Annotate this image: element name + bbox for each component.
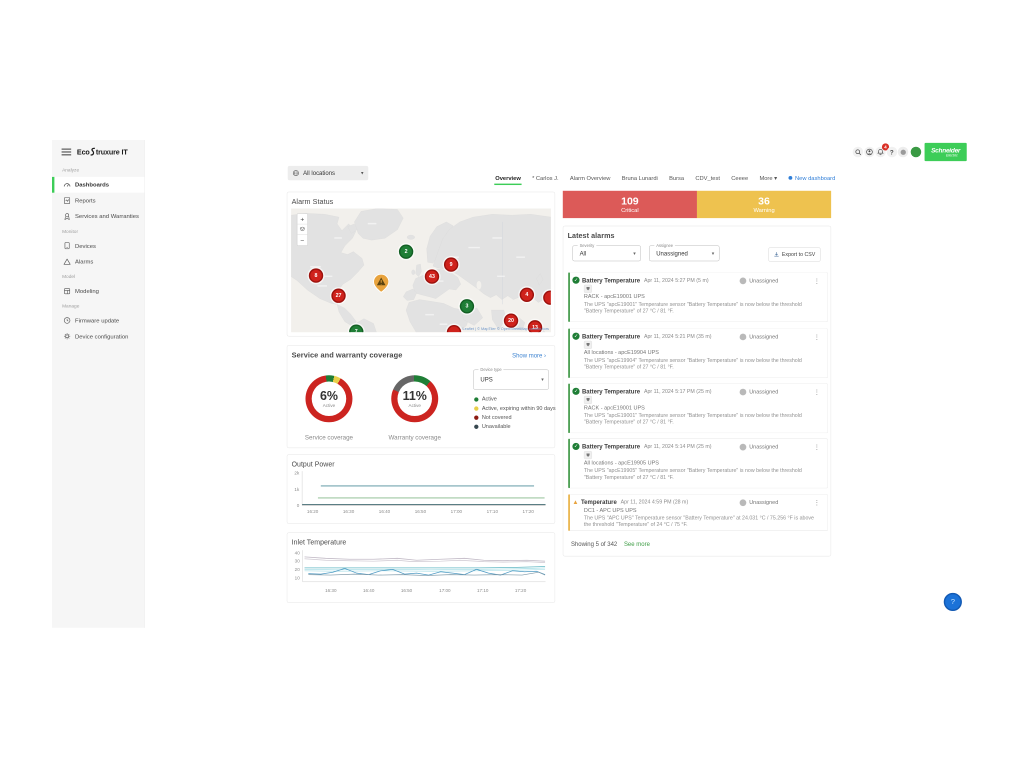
svg-text:17:10: 17:10 [477,588,489,593]
svg-text:16:50: 16:50 [415,509,427,514]
svg-text:2k: 2k [294,470,300,475]
svg-text:16:40: 16:40 [379,509,391,514]
svg-text:16:40: 16:40 [363,588,375,593]
svg-text:17:20: 17:20 [515,588,527,593]
svg-text:1k: 1k [294,487,300,492]
svg-text:16:20: 16:20 [307,509,319,514]
svg-text:17:00: 17:00 [451,509,463,514]
svg-text:30: 30 [295,559,301,564]
svg-text:17:00: 17:00 [439,588,451,593]
svg-text:16:50: 16:50 [401,588,413,593]
svg-text:16:30: 16:30 [343,509,355,514]
svg-text:20: 20 [295,567,301,572]
svg-text:0: 0 [297,503,300,508]
svg-text:40: 40 [295,550,301,555]
svg-text:17:20: 17:20 [523,509,535,514]
svg-text:17:10: 17:10 [487,509,499,514]
svg-text:10: 10 [295,575,301,580]
svg-text:16:30: 16:30 [325,588,337,593]
